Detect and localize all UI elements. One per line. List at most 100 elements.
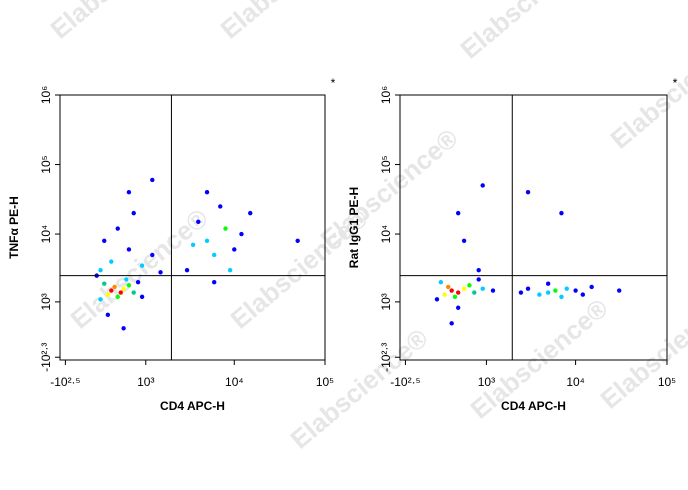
event-dot (139, 263, 145, 268)
event-dot (616, 288, 622, 293)
event-dot (295, 238, 300, 243)
event-dot (467, 283, 472, 288)
event-dot (115, 226, 120, 231)
event-dot (442, 292, 447, 297)
x-tick-label: 10⁴ (225, 375, 244, 389)
event-dot (131, 210, 136, 216)
event-dot (559, 294, 564, 300)
event-dot (480, 183, 485, 188)
event-dot (131, 290, 136, 295)
event-dot (476, 268, 481, 273)
event-dot (115, 294, 120, 300)
event-dot (204, 190, 210, 195)
event-dot (472, 290, 477, 295)
x-tick-label: 10⁵ (316, 375, 334, 389)
event-dot (135, 280, 141, 285)
event-dot (105, 292, 111, 297)
event-dot (218, 204, 223, 209)
y-axis-label: TNFα PE-H (7, 196, 21, 259)
watermark: Elabscience® (455, 0, 604, 65)
x-axis-label: CD4 APC-H (501, 399, 566, 413)
event-dot (102, 238, 107, 243)
watermark: Elabscience® (65, 203, 214, 335)
event-dot (158, 270, 163, 275)
event-dot (518, 290, 524, 295)
event-dot (525, 190, 531, 195)
event-dot (204, 238, 210, 243)
event-dot (461, 238, 467, 243)
event-dot (537, 292, 542, 297)
event-dot (223, 226, 228, 231)
plot-frame (59, 94, 326, 361)
y-tick-label: -10²·³ (379, 343, 393, 372)
event-dot (196, 219, 201, 225)
event-dot (434, 297, 440, 302)
event-dot (139, 294, 145, 300)
annotation: * (673, 76, 678, 90)
event-dot (211, 252, 217, 258)
y-tick-label: 10⁴ (379, 225, 393, 244)
event-dot (121, 326, 126, 331)
event-dot (126, 283, 132, 288)
y-tick-label: -10²·³ (39, 343, 53, 372)
event-dot (150, 252, 155, 258)
event-dot (455, 290, 461, 295)
event-dot (589, 284, 594, 290)
y-tick-label: 10⁵ (379, 155, 393, 173)
event-dot (105, 312, 111, 317)
event-dot (525, 286, 531, 291)
event-dot (449, 321, 454, 326)
event-dot (118, 290, 123, 295)
event-dot (98, 268, 103, 273)
event-dot (480, 286, 485, 291)
event-dot (190, 242, 196, 248)
event-dot (461, 286, 467, 291)
event-dot (124, 277, 129, 282)
watermark: Elabscience® (45, 0, 194, 45)
event-dot (211, 280, 217, 285)
event-dot (98, 297, 103, 302)
watermark: Elabscience® (595, 283, 688, 415)
event-dot (227, 268, 233, 273)
event-dot (232, 247, 237, 252)
event-dot (490, 288, 496, 293)
event-dot (184, 268, 190, 273)
event-dot (150, 177, 155, 183)
event-dot (545, 281, 551, 286)
event-dot (112, 284, 117, 290)
event-dot (121, 286, 126, 291)
y-tick-label: 10³ (39, 293, 53, 310)
x-tick-label: -10²·⁵ (50, 375, 80, 389)
x-tick-label: 10³ (478, 375, 495, 389)
event-dot (476, 277, 481, 282)
x-tick-label: 10³ (137, 375, 154, 389)
event-dot (102, 281, 107, 286)
event-dot (559, 210, 564, 216)
event-dot (455, 305, 461, 310)
event-dot (239, 231, 244, 237)
x-tick-label: -10²·⁵ (390, 375, 420, 389)
event-dot (455, 210, 461, 216)
event-dot (438, 280, 444, 285)
event-dot (126, 247, 132, 252)
watermark: Elabscience® (215, 0, 364, 45)
plot-frame (399, 94, 668, 361)
y-tick-label: 10³ (379, 293, 393, 310)
y-axis-label: Rat IgG1 PE-H (347, 187, 361, 268)
event-dot (248, 210, 253, 216)
event-dot (446, 284, 451, 290)
event-dot (452, 294, 458, 300)
annotation: * (331, 76, 336, 90)
event-dot (109, 259, 114, 264)
event-dot (545, 290, 551, 295)
event-dot (553, 288, 558, 293)
event-dot (573, 288, 578, 293)
y-tick-label: 10⁶ (379, 86, 393, 104)
event-dot (126, 190, 132, 195)
y-tick-label: 10⁵ (39, 155, 53, 173)
x-tick-label: 10⁵ (658, 375, 676, 389)
event-dot (449, 288, 454, 293)
x-axis-label: CD4 APC-H (160, 399, 225, 413)
y-tick-label: 10⁴ (39, 225, 53, 244)
